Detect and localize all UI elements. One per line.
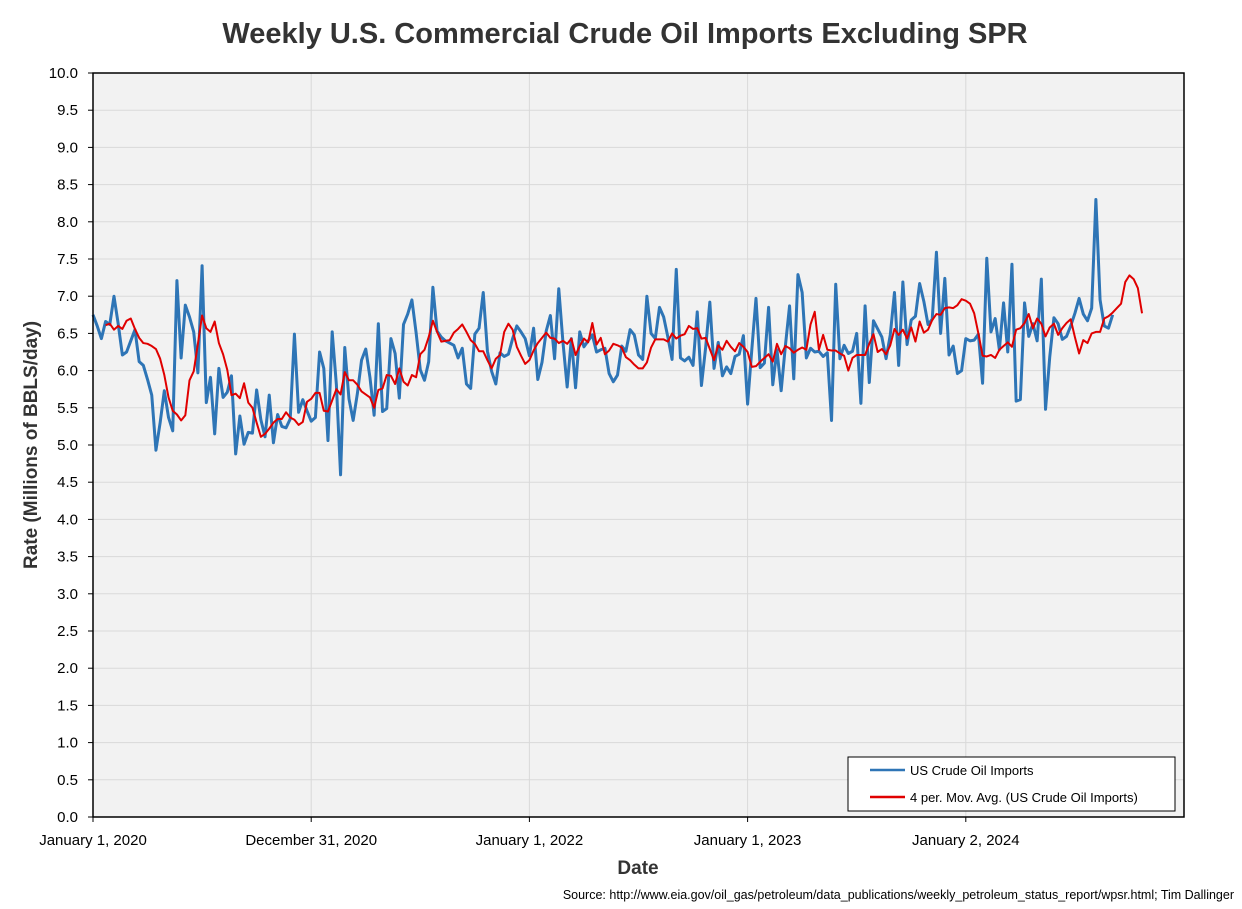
x-tick-label: December 31, 2020	[245, 832, 377, 849]
series-line-moving-average	[105, 274, 1144, 438]
y-tick-label: 4.0	[57, 511, 78, 528]
gridlines	[93, 73, 1184, 817]
y-tick-label: 0.0	[57, 809, 78, 826]
legend: US Crude Oil Imports 4 per. Mov. Avg. (U…	[847, 756, 1176, 812]
y-tick-label: 7.5	[57, 251, 78, 268]
x-tick-label: January 1, 2020	[39, 832, 147, 849]
y-tick-label: 8.0	[57, 214, 78, 231]
chart-title: Weekly U.S. Commercial Crude Oil Imports…	[222, 18, 1028, 50]
x-tick-label: January 1, 2023	[694, 832, 802, 849]
y-tick-label: 8.5	[57, 177, 78, 194]
y-tick-label: 6.5	[57, 325, 78, 342]
x-tick-label: January 2, 2024	[912, 832, 1020, 849]
y-tick-label: 1.0	[57, 735, 78, 752]
y-tick-label: 5.0	[57, 437, 78, 454]
source-note: Source: http://www.eia.gov/oil_gas/petro…	[562, 888, 1234, 902]
legend-label-imports: US Crude Oil Imports	[910, 763, 1034, 778]
y-axis-label: Rate (Millions of BBLS/day)	[21, 321, 42, 569]
series-layer	[91, 197, 1144, 477]
legend-box	[847, 756, 1176, 812]
legend-label-moving-average: 4 per. Mov. Avg. (US Crude Oil Imports)	[910, 790, 1138, 805]
y-tick-label: 1.5	[57, 697, 78, 714]
y-tick-label: 6.0	[57, 363, 78, 380]
y-tick-label: 2.5	[57, 623, 78, 640]
x-axis-ticks: January 1, 2020 December 31, 2020 January …	[39, 817, 1020, 849]
y-tick-label: 3.0	[57, 586, 78, 603]
x-axis-label: Date	[617, 858, 658, 879]
y-tick-label: 9.5	[57, 102, 78, 119]
y-tick-label: 3.5	[57, 549, 78, 566]
y-tick-label: 2.0	[57, 660, 78, 677]
y-tick-label: 4.5	[57, 474, 78, 491]
y-tick-label: 0.5	[57, 772, 78, 789]
x-tick-label: January 1, 2022	[476, 832, 584, 849]
y-axis-ticks: 0.0 0.5 1.0 1.5 2.0 2.5 3.0 3.5 4.0 4.5 5.0 5.5 6.0 6…	[49, 65, 93, 826]
y-tick-label: 7.0	[57, 288, 78, 305]
y-tick-label: 10.0	[49, 65, 78, 82]
y-tick-label: 9.0	[57, 139, 78, 156]
y-tick-label: 5.5	[57, 400, 78, 417]
